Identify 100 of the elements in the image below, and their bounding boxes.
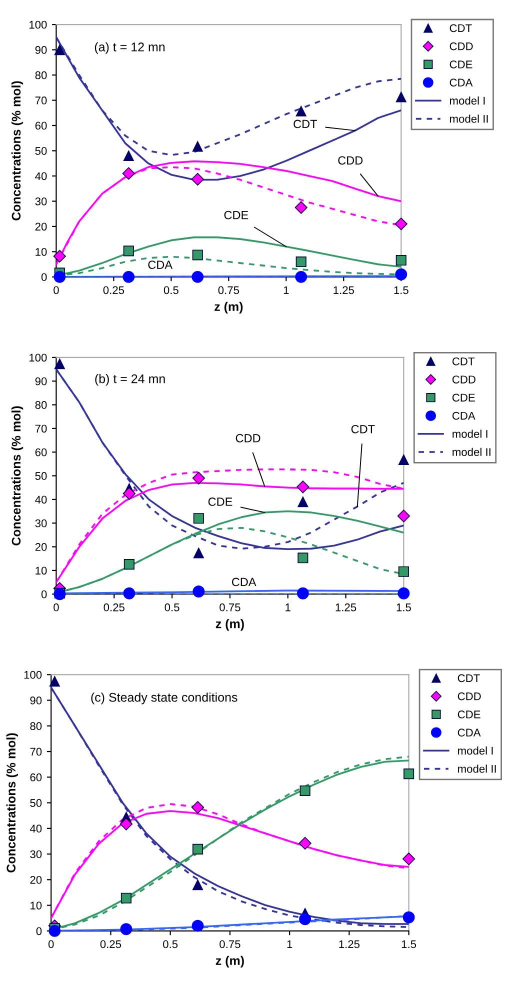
point <box>123 587 136 600</box>
point <box>296 256 306 268</box>
point <box>193 513 204 524</box>
point <box>192 880 204 890</box>
x-tick-label: 0.25 <box>104 603 124 612</box>
x-tick-label: 1.25 <box>339 940 360 948</box>
annotation: CDD <box>236 434 260 442</box>
x-axis-title: z (m) <box>214 302 243 314</box>
point <box>54 358 65 370</box>
point <box>120 923 132 936</box>
annotation: CDE <box>224 210 248 220</box>
x-tick-label: 0 <box>54 286 59 294</box>
point <box>48 924 61 937</box>
legend-label: CDE <box>450 60 472 68</box>
y-tick-label: 40 <box>35 172 47 180</box>
point <box>54 44 65 56</box>
point <box>123 150 134 162</box>
point <box>120 818 133 830</box>
y-tick-label: 0 <box>36 927 42 936</box>
legend-label: CDT <box>452 357 474 366</box>
point <box>300 785 310 796</box>
y-axis-title: Concentrations (% mol) <box>11 81 24 220</box>
point <box>192 586 205 598</box>
legend-label: CDA <box>452 412 476 420</box>
point <box>402 852 416 866</box>
y-tick-label: 40 <box>35 496 47 504</box>
y-tick-label: 80 <box>35 71 47 80</box>
point <box>192 920 204 932</box>
point <box>123 246 134 256</box>
x-axis-title: z (m) <box>216 619 244 631</box>
point <box>191 172 204 186</box>
x-tick-label: 0 <box>48 940 54 948</box>
x-tick-label: 0.5 <box>164 603 180 612</box>
legend-label: CDT <box>450 24 472 32</box>
y-tick-label: 70 <box>35 424 47 433</box>
point <box>396 254 406 266</box>
x-tick-label: 1.5 <box>396 604 411 612</box>
x-tick-label: 0.5 <box>164 286 178 294</box>
legend-label: CDD <box>452 376 476 384</box>
y-tick-label: 30 <box>35 197 47 206</box>
point <box>296 106 306 116</box>
point <box>298 552 308 564</box>
y-tick-label: 10 <box>36 248 47 256</box>
y-tick-label: 50 <box>30 799 42 807</box>
point <box>299 913 312 926</box>
annotation: CDE <box>208 498 232 506</box>
legend-label: CDA <box>458 728 481 737</box>
annotation: CDA <box>148 260 173 269</box>
text: (c) Steady state conditions <box>91 692 238 704</box>
legend-label: model I <box>452 430 488 438</box>
x-tick-label: 0.75 <box>220 940 240 948</box>
y-tick-label: 40 <box>30 824 42 833</box>
point <box>296 480 310 494</box>
y-tick-label: 10 <box>36 566 47 575</box>
legend-label: CDT <box>458 674 480 682</box>
annotation: CDA <box>232 578 256 586</box>
y-tick-label: 80 <box>30 722 42 730</box>
y-tick-label: 100 <box>29 20 47 29</box>
y-tick-label: 70 <box>35 96 47 104</box>
y-tick-label: 90 <box>35 46 47 54</box>
point <box>193 548 204 558</box>
annotation: CDD <box>338 156 363 165</box>
point <box>124 559 134 570</box>
x-tick-label: 0.75 <box>218 286 240 294</box>
legend-label: CDA <box>450 78 473 87</box>
x-tick-label: 1.25 <box>336 603 356 612</box>
point <box>298 836 312 850</box>
point <box>395 268 408 280</box>
y-tick-label: 20 <box>30 876 42 884</box>
legend-label: model II <box>452 448 490 456</box>
point <box>398 587 410 600</box>
text: (a) t = 12 mn <box>94 42 165 54</box>
y-tick-label: 30 <box>35 519 47 528</box>
point <box>298 496 308 508</box>
legend-label: CDE <box>452 394 475 402</box>
point <box>120 892 132 904</box>
y-tick-label: 90 <box>30 696 42 704</box>
x-tick-label: 1.5 <box>394 286 408 294</box>
point <box>398 566 409 577</box>
legend-label: model II <box>450 114 488 123</box>
y-tick-label: 60 <box>30 773 42 782</box>
point <box>398 454 409 465</box>
x-tick-label: 1 <box>287 940 292 948</box>
point <box>404 768 414 780</box>
point <box>191 801 204 814</box>
point <box>192 472 205 484</box>
x-axis-title: z (m) <box>216 956 244 968</box>
y-tick-label: 50 <box>35 472 47 480</box>
y-tick-label: 100 <box>29 354 47 362</box>
text: (b) t = 24 mn <box>95 374 165 386</box>
point <box>192 250 203 260</box>
annotation: CDT <box>294 120 318 128</box>
y-tick-label: 10 <box>30 902 42 910</box>
point <box>192 844 204 854</box>
y-tick-label: 50 <box>35 147 47 155</box>
x-tick-label: 1.5 <box>402 940 416 948</box>
point <box>122 167 135 180</box>
x-tick-label: 1.25 <box>334 286 354 294</box>
point <box>402 911 415 924</box>
y-tick-label: 0 <box>41 273 47 282</box>
